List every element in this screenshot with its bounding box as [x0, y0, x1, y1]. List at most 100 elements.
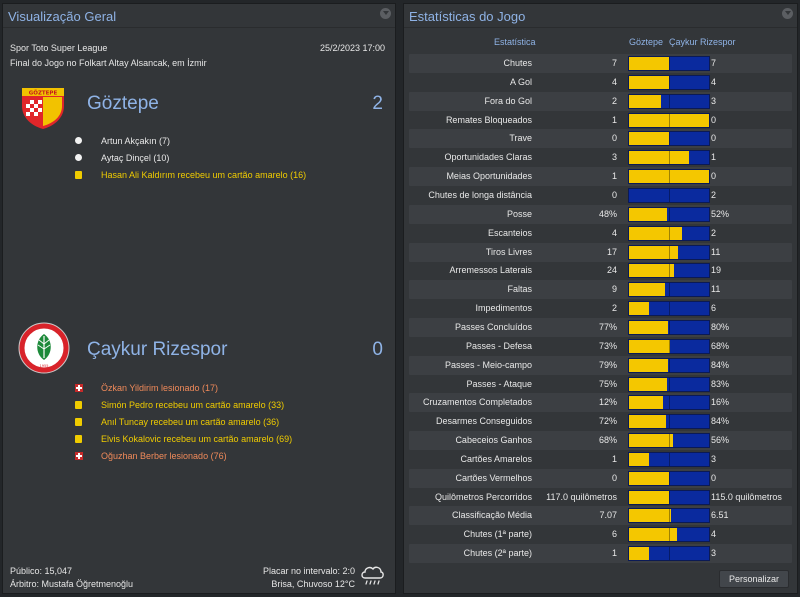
stat-home-share-fill — [629, 302, 649, 316]
away-team-name[interactable]: Çaykur Rizespor — [87, 339, 228, 360]
stat-comparison-bar — [628, 74, 710, 90]
stat-row[interactable]: Posse 48% 52% — [409, 204, 792, 224]
stat-row[interactable]: Remates Bloqueados 1 0 — [409, 111, 792, 130]
stat-row[interactable]: Escanteios 4 2 — [409, 224, 792, 243]
stat-comparison-bar — [628, 93, 710, 109]
stat-row[interactable]: Fora do Gol 2 3 — [409, 91, 792, 111]
referee[interactable]: Árbitro: Mustafa Öğretmenoğlu — [10, 579, 134, 589]
stat-label: Chutes (1ª parte) — [463, 529, 532, 540]
chevron-down-icon[interactable] — [380, 8, 391, 19]
event-text[interactable]: Hasan Ali Kaldırım recebeu um cartão ama… — [101, 170, 307, 180]
stat-home-value: 7 — [611, 58, 617, 68]
stat-label: Classificação Média — [451, 510, 532, 521]
stat-row[interactable]: Passes - Defesa 73% 68% — [409, 337, 792, 356]
weather-text: Brisa, Chuvoso 12°C — [271, 579, 355, 589]
stat-away-value: 1 — [711, 152, 717, 163]
stat-home-value: 1 — [611, 171, 617, 182]
stat-comparison-bar — [628, 433, 710, 448]
stat-home-share-fill — [629, 415, 666, 429]
stat-home-share-fill — [629, 264, 674, 278]
bar-midline — [669, 490, 670, 504]
stat-label: Passes - Defesa — [465, 340, 532, 351]
event-text[interactable]: Simón Pedro recebeu um cartão amarelo (3… — [101, 400, 285, 410]
goztepe-crest-icon[interactable]: GÖZTEPE — [18, 80, 68, 130]
stat-home-value: 72% — [598, 416, 617, 427]
bar-midline — [669, 245, 670, 259]
match-datetime: 25/2/2023 17:00 — [319, 43, 385, 53]
stat-row[interactable]: Cabeceios Ganhos 68% 56% — [409, 431, 792, 450]
bar-midline — [669, 189, 670, 202]
stat-label: Passes Concluídos — [454, 321, 532, 332]
home-team-name[interactable]: Göztepe — [87, 93, 159, 114]
stat-row[interactable]: Chutes (1ª parte) 6 4 — [409, 525, 792, 544]
stat-away-value: 115.0 quilômetros — [711, 491, 782, 502]
stat-home-share-fill — [629, 113, 709, 127]
stat-row[interactable]: Arremessos Laterais 24 19 — [409, 261, 792, 280]
stat-label: Remates Bloqueados — [445, 114, 532, 125]
event-text[interactable]: Aytaç Dinçel (10) — [101, 153, 170, 163]
event-text[interactable]: Elvis Kokalovic recebeu um cartão amarel… — [101, 434, 293, 444]
rizespor-crest-icon[interactable]: 1955 — [18, 322, 70, 374]
stat-row[interactable]: Chutes 7 7 — [409, 54, 792, 73]
halftime-score: Placar no intervalo: 2:0 — [262, 566, 355, 576]
bar-midline — [669, 207, 670, 221]
event-text[interactable]: Özkan Yildirim lesionado (17) — [101, 383, 219, 393]
stat-home-value: 1 — [611, 453, 617, 464]
stat-label: Chutes de longa distância — [428, 190, 532, 200]
stat-label: Trave — [509, 133, 532, 144]
stat-away-value: 0 — [711, 171, 717, 182]
stat-row[interactable]: Oportunidades Claras 3 1 — [409, 148, 792, 167]
stat-row[interactable]: Cruzamentos Completados 12% 16% — [409, 393, 792, 413]
stat-comparison-bar — [628, 395, 710, 411]
column-header-stat[interactable]: Estatística — [494, 37, 536, 47]
stat-row[interactable]: Chutes de longa distância 0 2 — [409, 186, 792, 205]
bar-midline — [669, 415, 670, 429]
overview-title: Visualização Geral — [8, 9, 117, 24]
column-header-away[interactable]: Çaykur Rizespor — [669, 37, 736, 47]
bar-midline — [669, 57, 670, 70]
stat-label: Meias Oportunidades — [446, 171, 532, 182]
bar-midline — [669, 170, 670, 184]
stat-home-value: 3 — [611, 152, 617, 163]
stat-row[interactable]: Classificação Média 7.07 6.51 — [409, 506, 792, 526]
stat-home-value: 73% — [598, 340, 617, 351]
venue-text: Final do Jogo no Folkart Altay Alsancak,… — [10, 58, 207, 68]
bar-midline — [669, 283, 670, 297]
stat-row[interactable]: Impedimentos 2 6 — [409, 299, 792, 318]
stat-row[interactable]: Tiros Livres 17 11 — [409, 242, 792, 262]
stat-row[interactable]: Passes - Meio-campo 79% 84% — [409, 355, 792, 375]
stat-comparison-bar — [628, 56, 710, 71]
event-text[interactable]: Artun Akçakın (7) — [101, 136, 171, 146]
stat-label: Impedimentos — [475, 303, 532, 314]
event-text[interactable]: Oğuzhan Berber lesionado (76) — [101, 451, 227, 461]
customize-button[interactable]: Personalizar — [719, 570, 789, 588]
stat-row[interactable]: Passes - Ataque 75% 83% — [409, 375, 792, 394]
stat-home-value: 1 — [611, 548, 617, 559]
stat-comparison-bar — [628, 301, 710, 317]
stat-row[interactable]: Cartões Amarelos 1 3 — [409, 450, 792, 469]
bar-midline — [669, 528, 670, 542]
stat-label: A Gol — [509, 76, 532, 87]
stat-row[interactable]: Desarmes Conseguidos 72% 84% — [409, 412, 792, 431]
stat-comparison-bar — [628, 489, 710, 505]
stat-home-value: 77% — [598, 321, 617, 332]
stat-row[interactable]: Faltas 9 11 — [409, 280, 792, 300]
stat-row[interactable]: Cartões Vermelhos 0 0 — [409, 468, 792, 488]
stat-row[interactable]: Meias Oportunidades 1 0 — [409, 167, 792, 187]
stat-comparison-bar — [628, 131, 710, 147]
stat-row[interactable]: Trave 0 0 — [409, 129, 792, 149]
ball-icon — [75, 154, 82, 161]
injury-icon — [75, 452, 83, 460]
stat-row[interactable]: Quilômetros Percorridos 117.0 quilômetros… — [409, 488, 792, 507]
stat-row[interactable]: Passes Concluídos 77% 80% — [409, 317, 792, 337]
stat-row[interactable]: A Gol 4 4 — [409, 73, 792, 92]
chevron-down-icon[interactable] — [782, 8, 793, 19]
stat-comparison-bar — [628, 338, 710, 354]
stat-row[interactable]: Chutes (2ª parte) 1 3 — [409, 544, 792, 564]
stat-label: Passes - Meio-campo — [444, 359, 532, 370]
yellow-card-icon — [75, 171, 82, 179]
event-text[interactable]: Anıl Tuncay recebeu um cartão amarelo (3… — [101, 417, 280, 427]
stat-home-value: 12% — [598, 397, 617, 408]
column-header-home[interactable]: Göztepe — [629, 37, 664, 47]
yellow-card-icon — [75, 401, 82, 409]
